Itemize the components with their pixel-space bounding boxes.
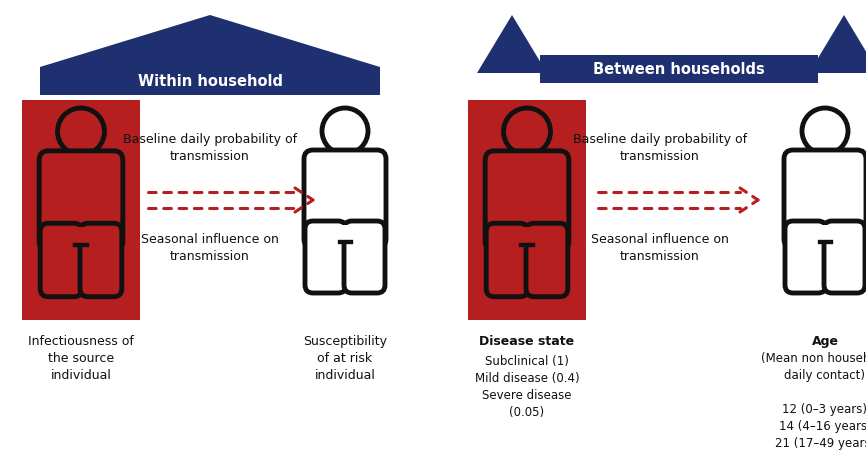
- Bar: [795, 225, 856, 243]
- FancyBboxPatch shape: [344, 221, 385, 293]
- Circle shape: [802, 108, 848, 154]
- Text: Infectiousness of
the source
individual: Infectiousness of the source individual: [28, 335, 134, 382]
- FancyBboxPatch shape: [824, 221, 865, 293]
- Polygon shape: [40, 15, 380, 67]
- Text: Within household: Within household: [138, 74, 282, 88]
- Text: Baseline daily probability of
transmission: Baseline daily probability of transmissi…: [573, 133, 747, 163]
- Text: Seasonal influence on
transmission: Seasonal influence on transmission: [141, 233, 279, 263]
- FancyBboxPatch shape: [486, 223, 528, 297]
- FancyBboxPatch shape: [80, 223, 122, 297]
- Text: Between households: Between households: [593, 61, 765, 77]
- Circle shape: [322, 108, 368, 154]
- FancyBboxPatch shape: [784, 150, 866, 248]
- FancyBboxPatch shape: [485, 151, 569, 251]
- Polygon shape: [809, 15, 866, 73]
- Text: Subclinical (1)
Mild disease (0.4)
Severe disease
(0.05): Subclinical (1) Mild disease (0.4) Sever…: [475, 355, 579, 419]
- Text: Seasonal influence on
transmission: Seasonal influence on transmission: [591, 233, 729, 263]
- Polygon shape: [477, 15, 547, 73]
- Text: Baseline daily probability of
transmission: Baseline daily probability of transmissi…: [123, 133, 297, 163]
- Bar: [496, 227, 558, 246]
- Text: Susceptibility
of at risk
individual: Susceptibility of at risk individual: [303, 335, 387, 382]
- Circle shape: [57, 108, 105, 155]
- Text: Age: Age: [811, 335, 838, 348]
- FancyBboxPatch shape: [40, 223, 82, 297]
- Bar: [468, 100, 586, 320]
- Text: Disease state: Disease state: [480, 335, 574, 348]
- Bar: [40, 67, 380, 95]
- FancyBboxPatch shape: [304, 150, 386, 248]
- FancyBboxPatch shape: [785, 221, 826, 293]
- Bar: [540, 55, 818, 83]
- Bar: [22, 100, 140, 320]
- FancyBboxPatch shape: [39, 151, 123, 251]
- Text: (Mean non household
daily contact)

12 (0–3 years)
14 (4–16 years)
21 (17–49 yea: (Mean non household daily contact) 12 (0…: [761, 352, 866, 451]
- Bar: [314, 225, 375, 243]
- Bar: [50, 227, 112, 246]
- FancyBboxPatch shape: [526, 223, 568, 297]
- FancyBboxPatch shape: [305, 221, 346, 293]
- Circle shape: [503, 108, 551, 155]
